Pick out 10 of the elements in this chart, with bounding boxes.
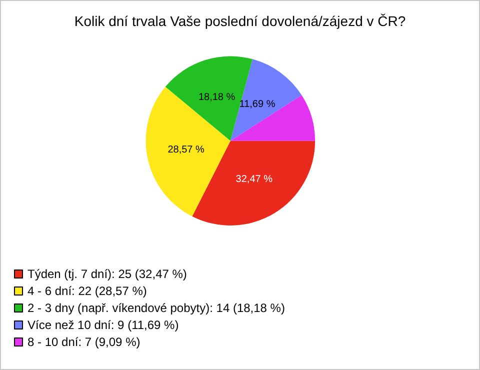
legend-label: Více než 10 dní: 9 (11,69 %): [28, 318, 179, 332]
chart-title: Kolik dní trvala Vaše poslední dovolená/zájezd v ČR?: [74, 13, 406, 29]
data-label: 32,47 %: [236, 174, 273, 185]
data-label: 28,57 %: [168, 144, 205, 156]
data-label: 11,69 %: [239, 98, 276, 110]
data-label: 18,18 %: [198, 92, 236, 104]
legend-label: 2 - 3 dny (např. víkendové pobyty): 14 (18,18 %): [28, 301, 285, 315]
legend-label: 4 - 6 dní: 22 (28,57 %): [28, 284, 147, 298]
legend-label: Týden (tj. 7 dní): 25 (32,47 %): [28, 267, 187, 281]
legend-label: 8 - 10 dní: 7 (9,09 %): [28, 335, 140, 349]
